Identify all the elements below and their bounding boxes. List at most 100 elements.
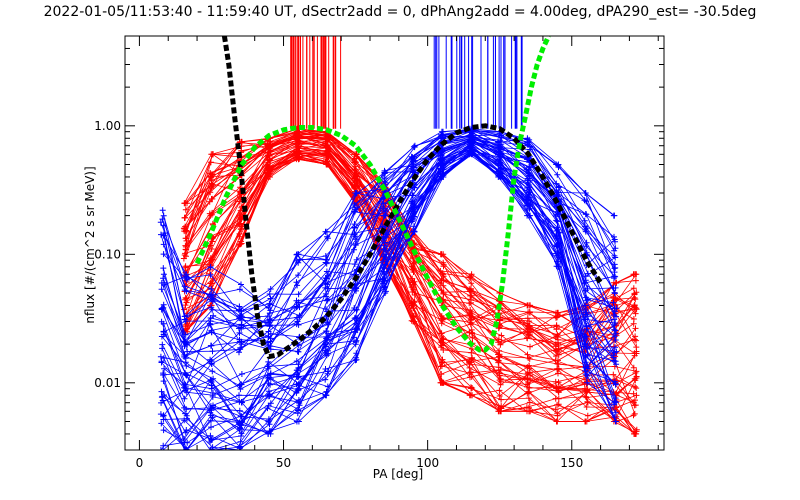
data-marker [553,180,560,187]
data-marker [632,383,639,390]
data-marker [322,259,329,266]
data-marker [182,371,189,378]
data-marker [265,365,272,372]
data-marker [207,318,214,324]
data-marker [181,395,188,402]
data-marker [496,347,503,354]
data-marker [440,290,447,297]
data-marker [237,425,244,432]
data-marker [236,420,243,427]
data-marker [180,255,187,262]
data-marker [584,313,591,320]
data-marker [265,358,272,365]
data-marker [438,149,445,155]
data-marker [295,406,302,413]
data-marker [207,280,214,287]
data-marker [383,251,389,258]
data-marker [611,261,618,268]
fit-curve-green [194,36,551,353]
data-marker [438,330,445,337]
data-marker [158,359,165,366]
data-marker [553,326,560,333]
data-marker [237,324,244,331]
x-tick-label: 0 [136,456,144,470]
data-marker [495,172,502,179]
data-marker [183,276,190,283]
data-marker [612,245,619,252]
data-marker [468,280,475,287]
data-marker [160,416,167,423]
data-marker [208,342,215,349]
data-marker [183,389,190,396]
data-marker [526,362,532,369]
data-marker [324,235,331,242]
plot-frame [124,35,665,451]
data-marker [353,190,360,197]
data-marker [351,230,358,237]
data-marker [209,392,216,399]
data-marker [159,397,166,404]
data-marker [611,305,618,312]
data-marker [411,203,418,210]
data-marker [582,316,588,323]
data-marker [633,375,640,381]
data-marker [380,200,387,207]
data-marker [351,208,357,215]
data-marker [160,329,167,335]
data-marker [237,308,244,315]
data-marker [611,233,617,240]
data-marker [293,321,300,328]
data-marker [266,322,273,329]
data-marker [467,317,474,324]
data-marker [160,442,167,449]
data-marker [266,319,273,326]
data-marker [182,246,189,253]
data-marker [553,314,559,321]
data-marker [181,214,188,221]
data-marker [160,275,167,282]
data-marker [352,354,359,361]
data-marker [265,380,272,387]
data-marker [584,285,591,292]
data-marker [497,159,503,166]
data-marker [265,328,272,335]
data-marker [295,291,302,298]
data-marker [160,427,167,434]
data-marker [526,187,533,193]
data-marker [160,271,167,278]
data-marker [584,363,591,370]
data-marker [181,283,188,290]
data-marker [582,190,589,196]
series-blue [157,36,620,450]
data-marker [467,296,474,303]
data-marker [633,289,640,296]
data-marker [157,411,164,418]
data-marker [296,138,303,145]
data-marker [295,272,302,279]
data-marker [437,363,444,370]
data-marker [382,290,389,296]
data-marker [181,343,188,350]
data-marker [555,351,562,358]
data-marker [581,343,588,350]
data-marker [208,424,214,431]
data-marker [467,292,474,299]
data-marker [182,235,189,242]
data-marker [630,316,637,322]
data-marker [237,381,244,388]
data-marker [526,408,533,415]
data-marker [207,447,214,450]
data-marker [411,278,418,285]
y-tick-label: 1.00 [94,119,121,133]
data-marker [382,261,389,268]
data-marker [380,280,387,287]
data-marker [207,447,214,450]
data-marker [293,358,300,365]
x-axis-label: PA [deg] [373,467,423,481]
data-marker [610,371,617,378]
data-marker [209,414,216,421]
data-marker [411,318,418,325]
data-marker [525,309,532,316]
data-marker [266,421,273,428]
